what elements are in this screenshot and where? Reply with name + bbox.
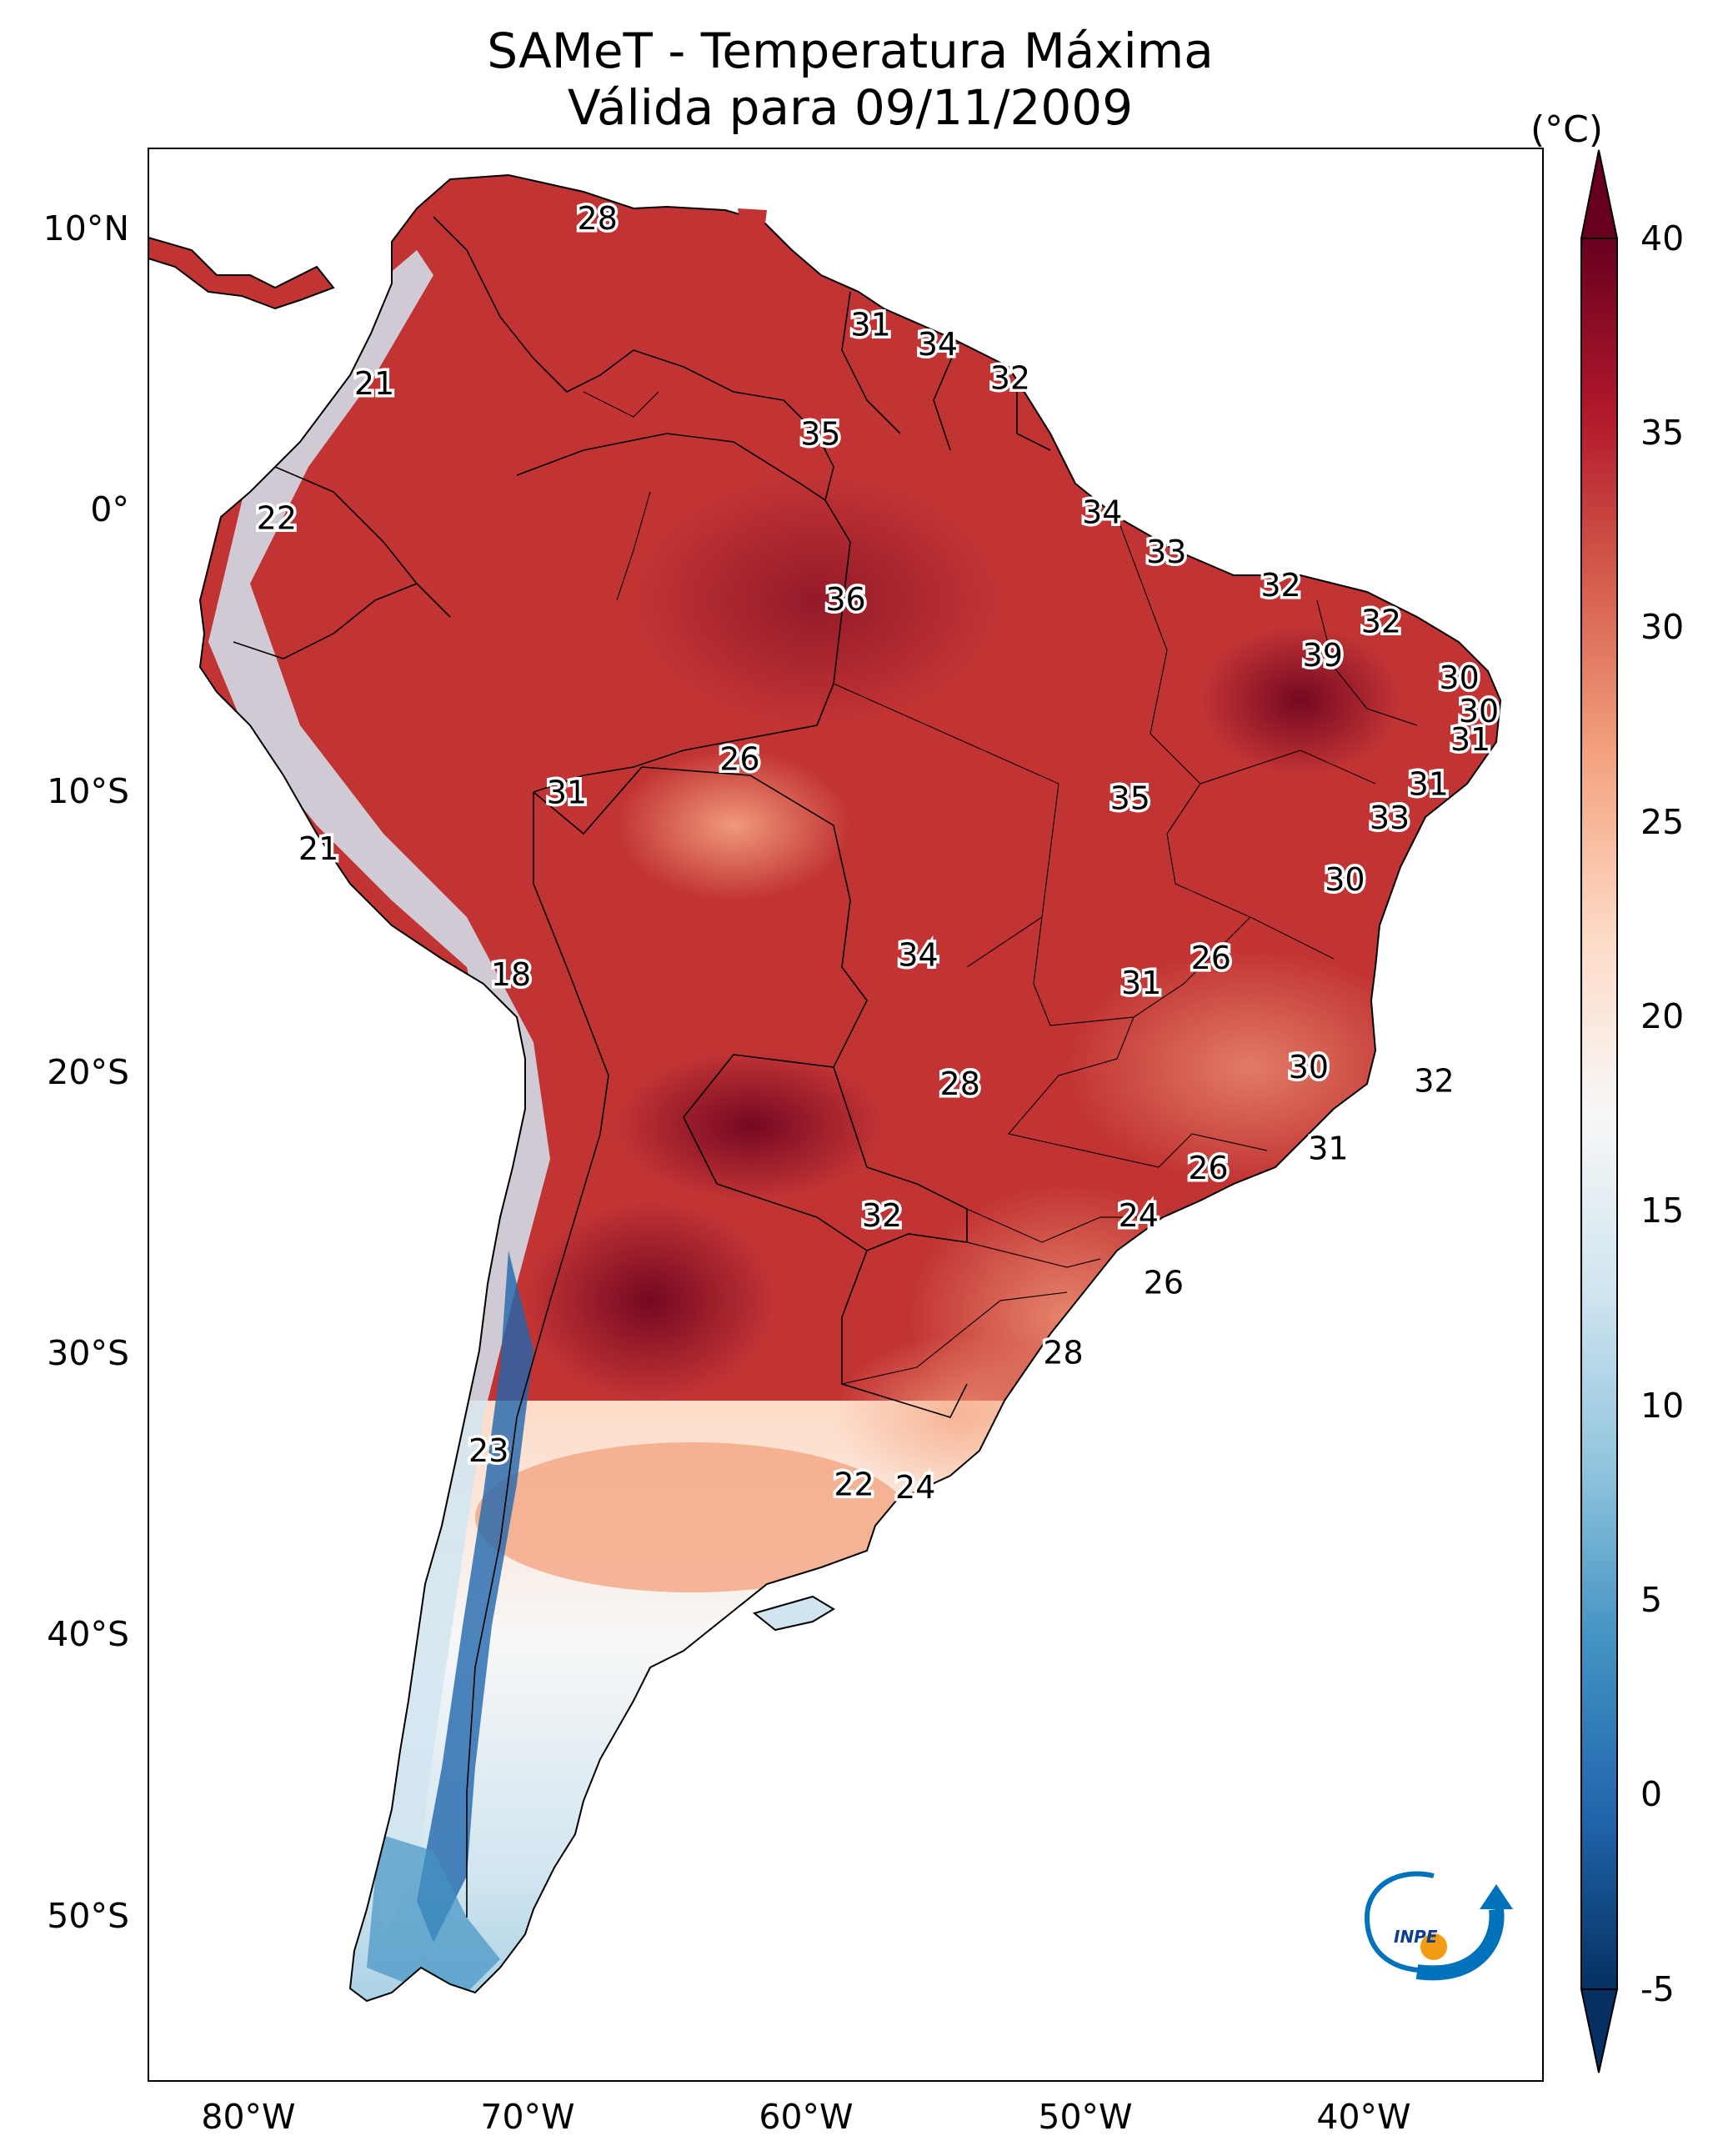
station-temp-label: 26 xyxy=(1144,1265,1184,1301)
lon-label-40w: 40°W xyxy=(1316,2097,1411,2137)
colorbar-tick: 25 xyxy=(1640,802,1685,842)
chart-subtitle: Válida para 09/11/2009 xyxy=(567,79,1134,136)
station-temp-label: 31 xyxy=(850,307,890,343)
station-temp-label: 34 xyxy=(1082,494,1122,531)
lat-label-40s: 40°S xyxy=(47,1614,129,1654)
station-temp-label: 32 xyxy=(1414,1063,1454,1100)
station-temp-label: 35 xyxy=(1110,780,1150,816)
central-america-landmass xyxy=(148,236,335,310)
colorbar-tick: -5 xyxy=(1640,1969,1675,2009)
inpe-logo-text: INPE xyxy=(1394,1927,1438,1947)
inpe-logo: INPE xyxy=(1364,1871,1513,1981)
colorbar-tick: 10 xyxy=(1640,1386,1685,1426)
station-temp-label: 26 xyxy=(1188,1150,1228,1186)
station-temp-label: 32 xyxy=(862,1197,902,1234)
colorbar-body xyxy=(1580,238,1618,1990)
station-temp-label: 31 xyxy=(1450,721,1490,758)
lon-label-80w: 80°W xyxy=(201,2097,296,2137)
station-temp-label: 34 xyxy=(898,937,938,974)
colorbar-tick: 35 xyxy=(1640,413,1685,453)
station-temp-label: 22 xyxy=(834,1466,874,1502)
lat-label-20s: 20°S xyxy=(47,1052,129,1092)
colorbar-lower-extend xyxy=(1580,1988,1619,2073)
station-temp-label: 18 xyxy=(491,956,531,993)
station-temp-label: 35 xyxy=(800,416,840,453)
colorbar xyxy=(1580,149,1619,2073)
lat-label-30s: 30°S xyxy=(47,1333,129,1373)
caribbean-island xyxy=(738,208,767,223)
station-temp-label: 26 xyxy=(719,740,759,777)
colorbar-tick: 20 xyxy=(1640,996,1685,1036)
station-temp-label: 28 xyxy=(578,200,618,237)
station-temp-label: 39 xyxy=(1303,637,1343,674)
state-borders xyxy=(583,391,1418,1385)
station-temp-label: 24 xyxy=(895,1469,935,1506)
station-temp-label: 30 xyxy=(1439,659,1479,696)
chart-title: SAMeT - Temperatura Máxima xyxy=(487,23,1214,79)
station-temp-label: 32 xyxy=(1361,604,1401,640)
lon-label-70w: 70°W xyxy=(480,2097,575,2137)
station-temp-label: 21 xyxy=(354,365,394,402)
lon-label-50w: 50°W xyxy=(1038,2097,1133,2137)
station-temp-label: 31 xyxy=(1409,766,1449,803)
station-temp-label: 31 xyxy=(1308,1130,1348,1166)
colorbar-upper-extend xyxy=(1580,149,1619,239)
station-temp-label: 33 xyxy=(1370,800,1410,836)
colorbar-tick: 5 xyxy=(1640,1580,1663,1620)
lat-label-10n: 10°N xyxy=(43,208,129,248)
falkland-islands xyxy=(752,1595,835,1632)
station-temp-label: 22 xyxy=(257,499,297,536)
station-temp-label: 24 xyxy=(1119,1197,1159,1234)
colorbar-tick: 15 xyxy=(1640,1191,1685,1231)
station-temp-label: 33 xyxy=(1146,534,1186,570)
station-temp-label: 31 xyxy=(547,775,587,811)
colorbar-unit: (°C) xyxy=(1530,108,1604,151)
station-temp-label: 23 xyxy=(468,1432,508,1469)
colorbar-tick: 0 xyxy=(1640,1774,1663,1814)
colorbar-tick: 30 xyxy=(1640,607,1685,647)
station-temp-label: 30 xyxy=(1459,693,1499,730)
station-temp-label: 26 xyxy=(1191,940,1231,976)
lat-label-10s: 10°S xyxy=(47,771,129,811)
station-temp-label: 28 xyxy=(1043,1335,1083,1371)
colorbar-tick: 40 xyxy=(1640,218,1685,258)
station-temp-label: 30 xyxy=(1325,861,1365,898)
station-temp-label: 21 xyxy=(298,830,338,867)
coastline xyxy=(198,173,1502,2003)
lon-label-60w: 60°W xyxy=(759,2097,854,2137)
lat-label-50s: 50°S xyxy=(47,1896,129,1936)
lat-label-0: 0° xyxy=(90,489,129,529)
country-borders xyxy=(233,216,1051,1918)
station-temp-label: 31 xyxy=(1121,965,1161,1001)
station-temp-label: 28 xyxy=(940,1065,980,1102)
station-temp-label: 32 xyxy=(1260,567,1300,604)
station-temp-label: 34 xyxy=(918,326,958,363)
station-temp-label: 32 xyxy=(990,360,1030,397)
station-temp-label: 36 xyxy=(825,581,865,618)
station-temp-label: 30 xyxy=(1289,1049,1329,1086)
